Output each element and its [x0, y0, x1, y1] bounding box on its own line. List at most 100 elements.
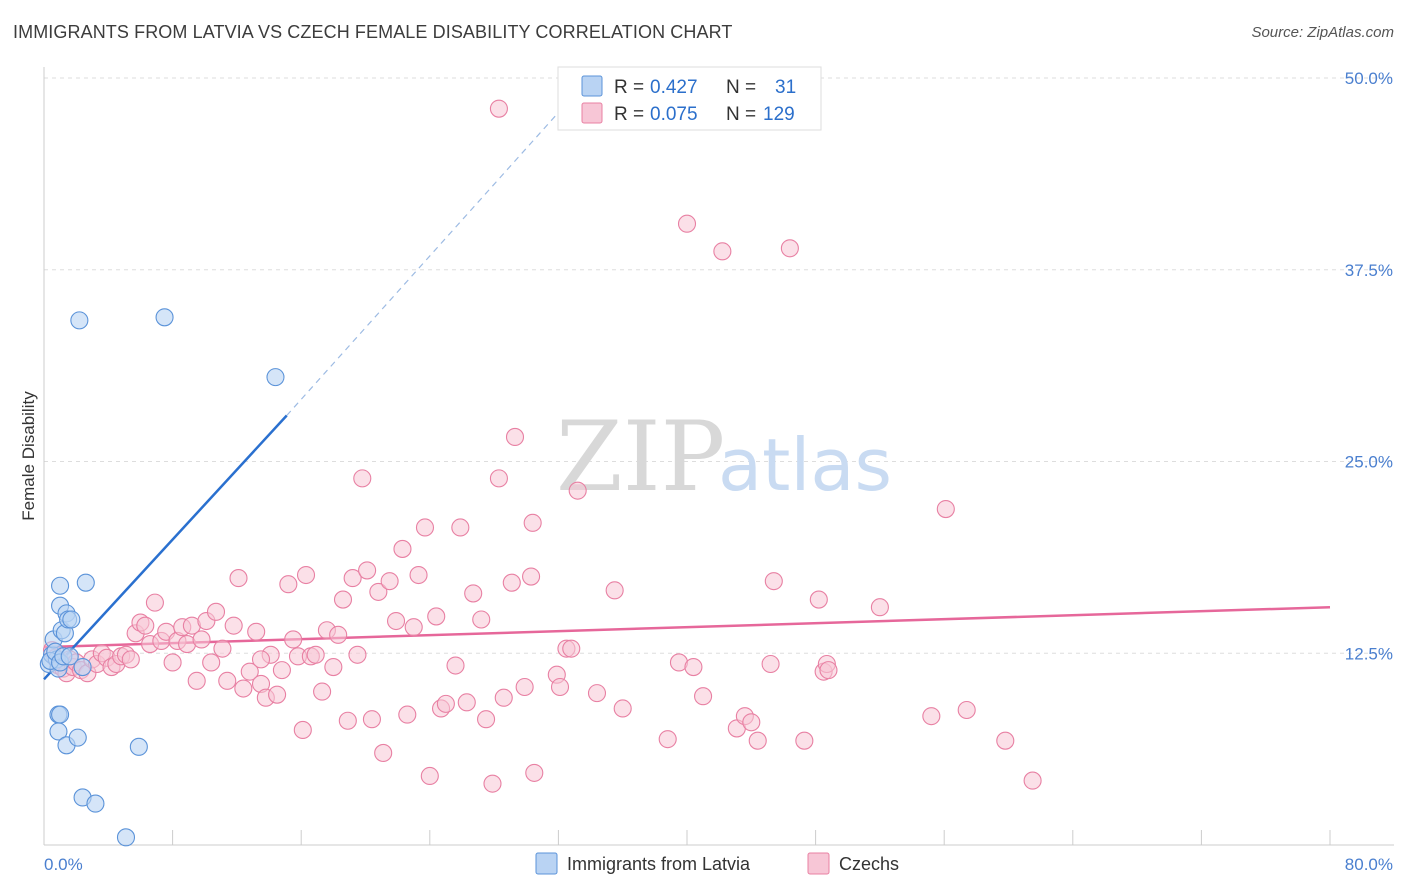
czechs-point: [489, 99, 508, 118]
czechs-point: [515, 677, 534, 697]
czechs-point: [362, 710, 381, 729]
czechs-point: [505, 427, 525, 447]
legend-swatch-latvia: [581, 75, 603, 97]
latvia-point: [266, 368, 285, 387]
latvia-point: [86, 794, 105, 813]
czechs-point: [550, 677, 570, 697]
watermark: ZIP atlas: [556, 401, 892, 513]
czechs-point: [329, 625, 348, 644]
czechs-point: [213, 639, 232, 658]
watermark-atlas: atlas: [718, 423, 892, 507]
y-tick-label: 25.0%: [1345, 453, 1393, 472]
legend-n-label: N =: [726, 104, 756, 125]
czechs-point: [922, 707, 941, 726]
czechs-point: [343, 569, 362, 588]
czechs-point: [523, 513, 542, 532]
legend-n-label: N =: [726, 77, 756, 98]
czechs-point: [996, 731, 1015, 750]
czechs-point: [279, 575, 298, 594]
czechs-point: [457, 693, 476, 712]
czechs-point: [380, 572, 399, 591]
czechs-point: [525, 763, 544, 782]
latvia-point: [62, 610, 81, 629]
czechs-point: [202, 653, 221, 672]
czechs-point: [293, 720, 312, 740]
latvia-point: [68, 728, 87, 747]
czechs-point: [247, 622, 266, 641]
y-tick-label: 12.5%: [1345, 644, 1393, 663]
czechs-point: [393, 539, 412, 558]
czechs-point: [957, 700, 976, 720]
czechs-point: [748, 731, 767, 750]
latvia-point: [70, 311, 89, 330]
czechs-point: [229, 569, 248, 588]
czechs-point: [369, 582, 388, 601]
czechs-point: [234, 679, 253, 698]
czechs-point: [306, 645, 325, 664]
czechs-point: [415, 518, 435, 537]
czechs-point: [420, 766, 439, 786]
axes: [43, 67, 1394, 846]
latvia-point: [73, 658, 92, 677]
czechs-point: [218, 671, 237, 690]
czechs-point: [761, 654, 780, 674]
legend-swatch-czechs: [807, 852, 830, 875]
czechs-point: [163, 653, 182, 672]
latvia-point: [51, 705, 70, 724]
czechs-point: [870, 598, 889, 617]
legend-label-latvia: Immigrants from Latvia: [567, 854, 751, 874]
latvia-trend-extension: [286, 85, 583, 416]
czechs-point: [251, 650, 271, 669]
grid-lines: [44, 77, 1394, 654]
czechs-point: [268, 685, 287, 704]
czechs-point: [694, 687, 713, 706]
czechs-point: [684, 658, 703, 677]
x-tick-label: 80.0%: [1345, 855, 1393, 874]
czechs-point: [324, 658, 343, 677]
legend-label-czechs: Czechs: [839, 854, 899, 874]
legend-n-value: 31: [775, 77, 796, 98]
correlation-legend: R = 0.427 N = 31 R = 0.075 N = 129: [557, 66, 822, 131]
czechs-point: [605, 581, 624, 600]
czechs-point: [272, 661, 291, 680]
czechs-point: [284, 630, 303, 649]
latvia-point: [51, 576, 70, 595]
czechs-point: [451, 518, 470, 537]
legend-n-value: 129: [763, 104, 795, 125]
latvia-point: [155, 308, 174, 327]
czechs-point: [240, 662, 259, 681]
czechs-point: [436, 694, 455, 713]
czechs-points: [42, 99, 1042, 793]
czechs-point: [338, 711, 357, 730]
czechs-point: [819, 661, 838, 680]
czechs-point: [780, 239, 799, 258]
czechs-point: [313, 682, 332, 701]
czechs-point: [353, 469, 372, 488]
czechs-point: [809, 590, 828, 609]
czechs-point: [562, 639, 581, 658]
czechs-point: [333, 590, 353, 609]
latvia-point: [76, 573, 95, 592]
czechs-point: [404, 618, 423, 637]
czechs-point: [472, 610, 491, 629]
czechs-point: [494, 688, 513, 707]
czechs-point: [187, 671, 206, 690]
czechs-point: [145, 593, 164, 612]
trend-lines: [43, 85, 1331, 681]
latvia-point: [49, 722, 68, 741]
latvia-point: [129, 737, 148, 756]
czechs-point: [192, 630, 211, 649]
czechs-point: [483, 774, 502, 793]
latvia-point: [116, 828, 136, 847]
legend-r-value: 0.427: [650, 77, 698, 98]
czechs-point: [677, 214, 697, 233]
legend-r-label: R =: [614, 77, 644, 98]
czechs-point: [477, 710, 496, 729]
latvia-points: [39, 308, 285, 847]
czechs-point: [121, 650, 140, 669]
y-tick-label: 37.5%: [1345, 261, 1393, 280]
latvia-trend-line: [43, 414, 288, 681]
czechs-point: [713, 242, 732, 261]
czechs-point: [936, 500, 955, 519]
czechs-point: [398, 705, 417, 724]
